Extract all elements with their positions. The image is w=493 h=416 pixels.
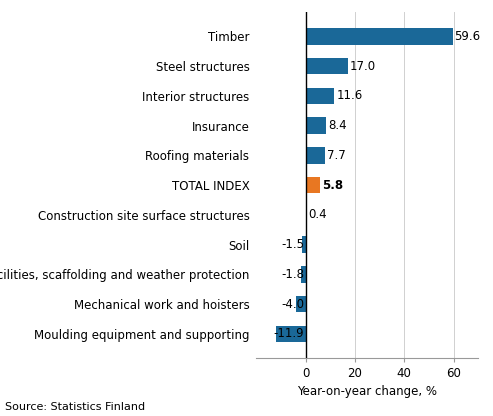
Bar	[302, 236, 306, 253]
Text: 0.4: 0.4	[309, 208, 327, 221]
Text: 59.6: 59.6	[455, 30, 481, 43]
Bar	[301, 266, 306, 282]
Bar	[306, 88, 334, 104]
Text: -4.0: -4.0	[282, 297, 305, 311]
Bar	[306, 28, 453, 45]
Text: -11.9: -11.9	[274, 327, 305, 340]
Text: -1.5: -1.5	[282, 238, 305, 251]
Bar	[306, 117, 326, 134]
Bar	[296, 296, 306, 312]
Bar	[276, 326, 306, 342]
Bar	[306, 147, 325, 163]
Text: Source: Statistics Finland: Source: Statistics Finland	[5, 402, 145, 412]
Text: 11.6: 11.6	[336, 89, 362, 102]
X-axis label: Year-on-year change, %: Year-on-year change, %	[297, 385, 437, 399]
Text: 8.4: 8.4	[328, 119, 347, 132]
Bar	[306, 177, 320, 193]
Text: 17.0: 17.0	[350, 59, 376, 73]
Bar	[306, 207, 307, 223]
Text: 7.7: 7.7	[326, 149, 346, 162]
Text: 5.8: 5.8	[322, 178, 343, 192]
Bar	[306, 58, 348, 74]
Text: -1.8: -1.8	[282, 268, 305, 281]
